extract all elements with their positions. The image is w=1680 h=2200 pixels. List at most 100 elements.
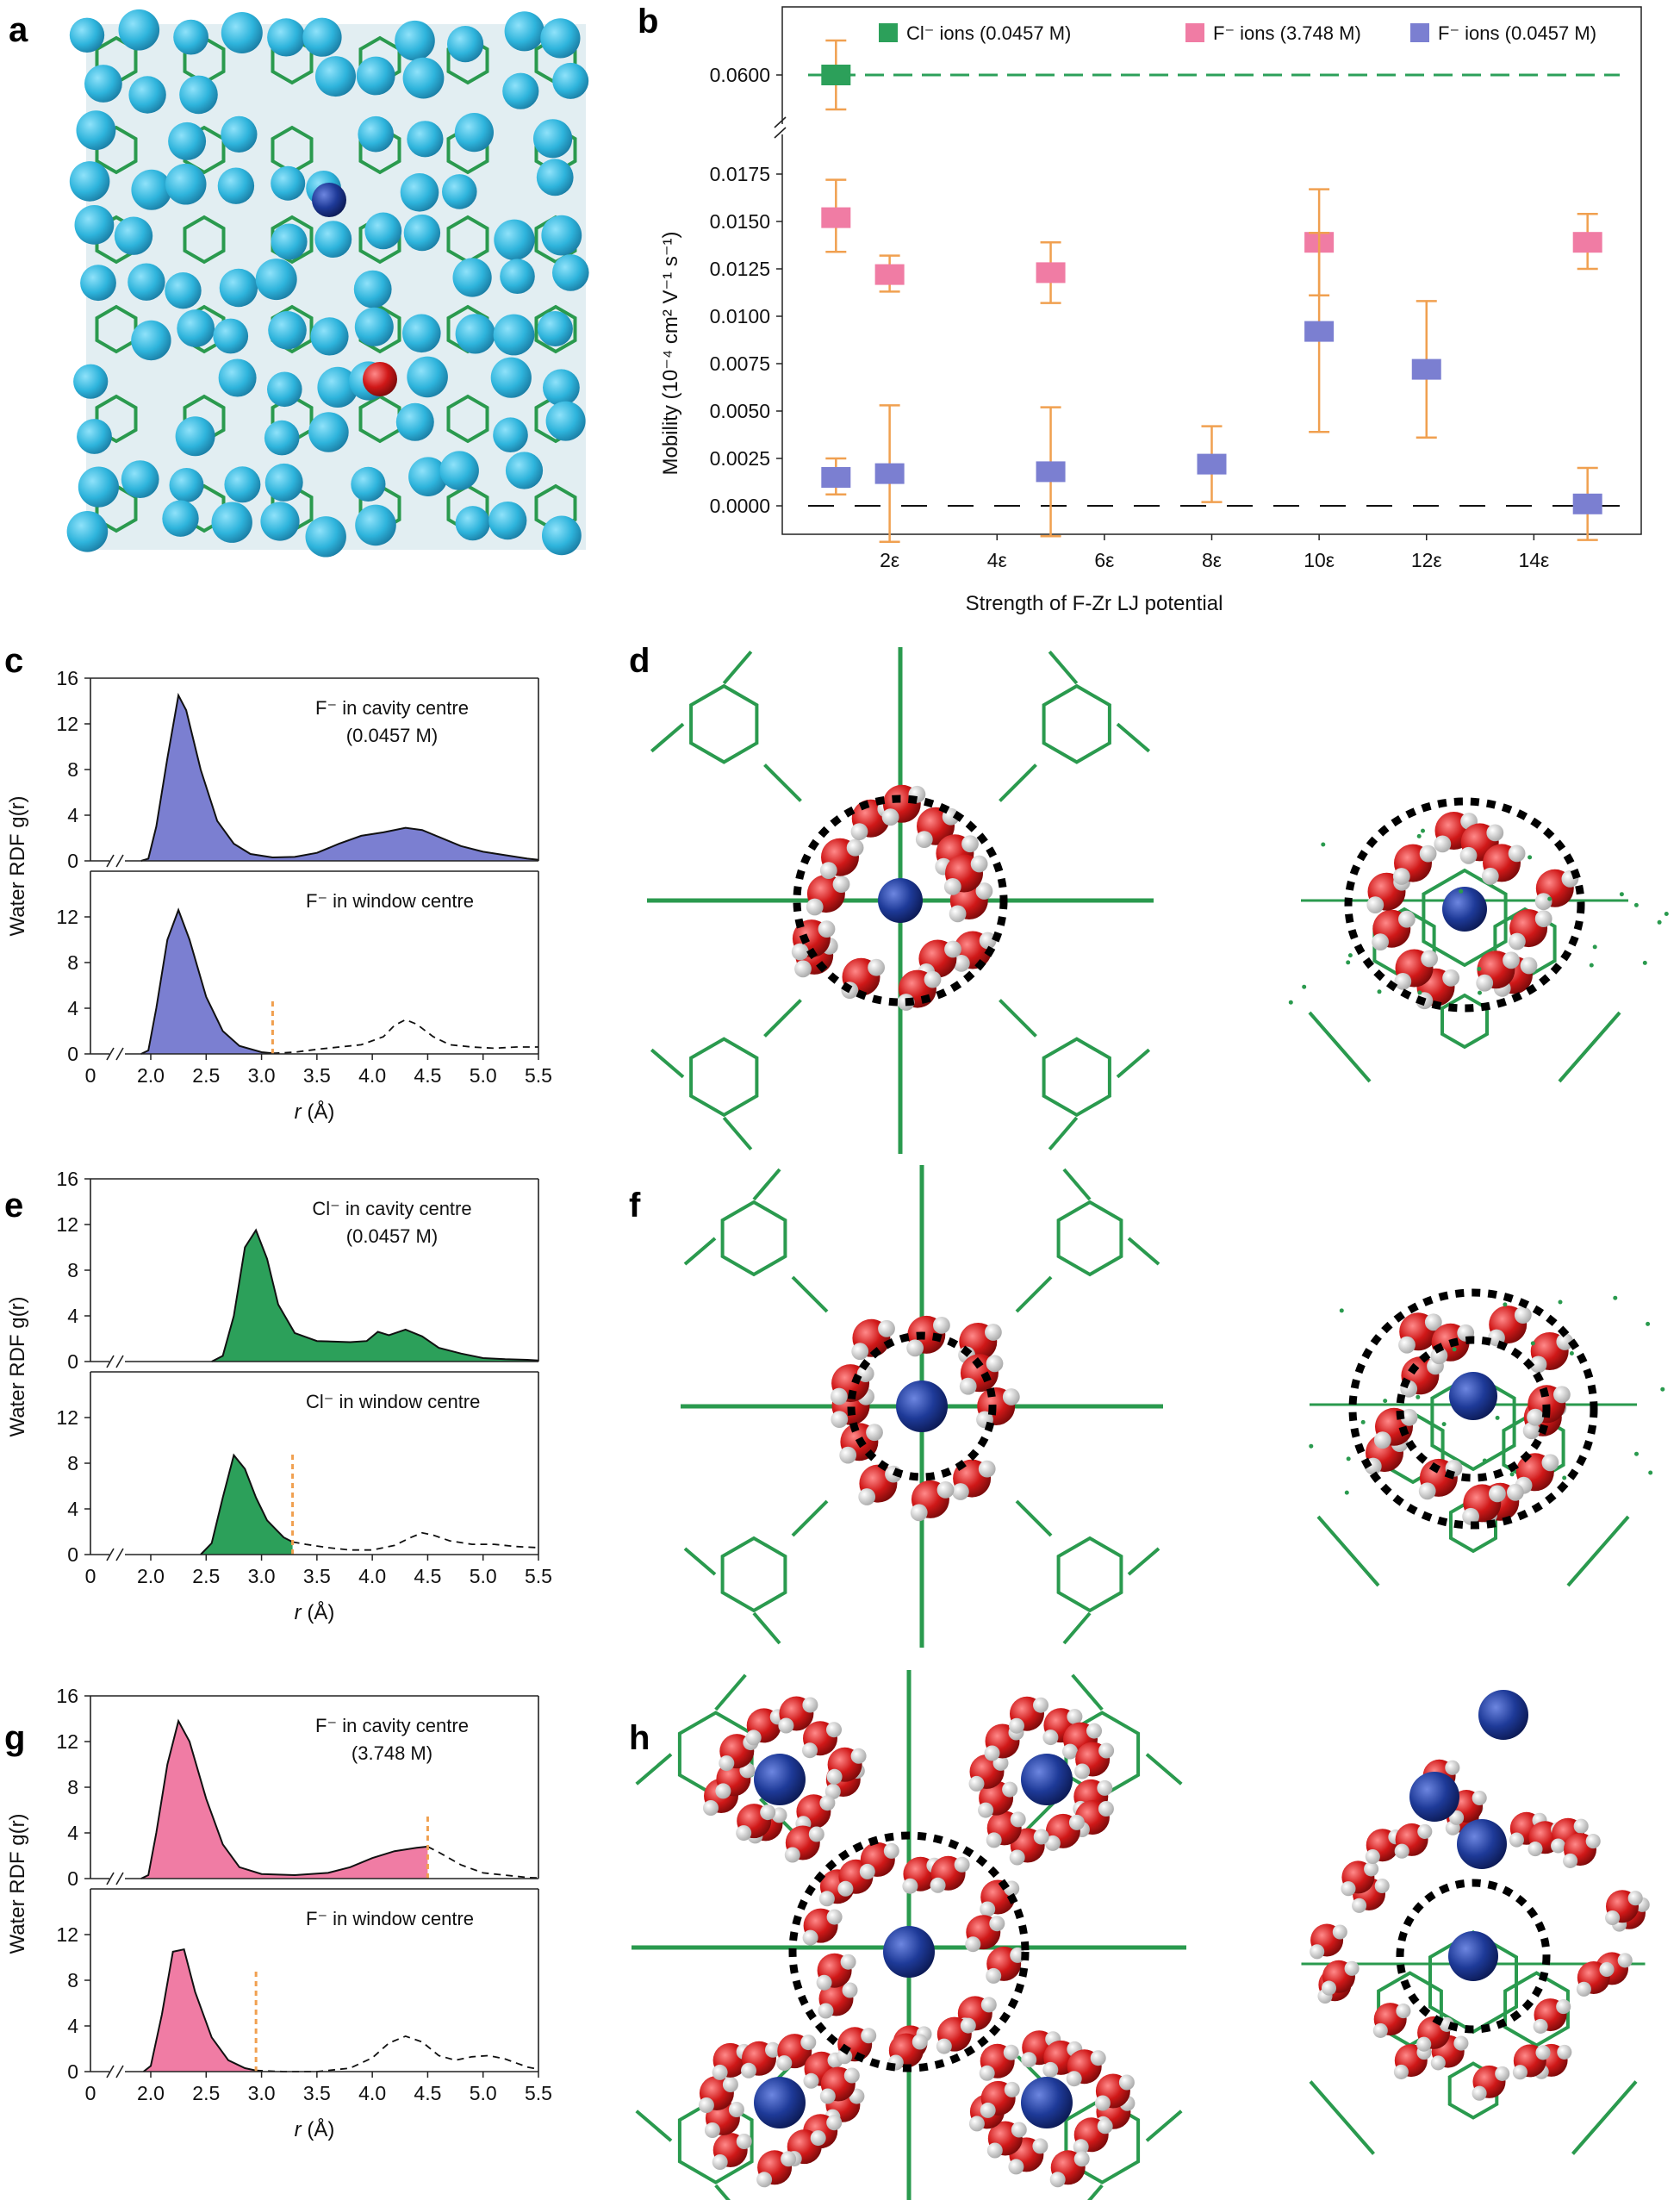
water-hydrogen-atom xyxy=(840,1954,856,1970)
framework-atom-dot xyxy=(1664,912,1669,916)
rdf-curve-solid xyxy=(140,692,539,862)
x-tick-label: 5.5 xyxy=(525,1064,552,1087)
water-hydrogen-atom xyxy=(712,2064,728,2080)
water-molecule-sphere xyxy=(267,371,302,408)
y-tick-label: 0.0025 xyxy=(710,447,770,470)
y-tick-label: 4 xyxy=(67,2015,78,2037)
water-molecule-sphere xyxy=(114,216,153,255)
water-hydrogen-atom xyxy=(842,1982,858,1998)
x-tick-label: 10ε xyxy=(1304,549,1335,571)
water-hydrogen-atom xyxy=(1374,1878,1390,1894)
framework-linker xyxy=(95,304,138,354)
rdf-curve-solid xyxy=(211,1228,539,1362)
data-point xyxy=(874,264,905,285)
rdf-filled-peak xyxy=(140,910,273,1054)
y-tick-label: 4 xyxy=(67,1822,78,1844)
framework-linker xyxy=(358,394,401,444)
water-hydrogen-atom xyxy=(850,823,868,840)
water-molecule-sphere xyxy=(315,56,356,97)
water-hydrogen-atom xyxy=(819,1795,836,1811)
water-hydrogen-atom xyxy=(1032,2138,1048,2154)
water-hydrogen-atom xyxy=(1011,2122,1027,2138)
rdf-curve-solid xyxy=(140,907,273,1055)
framework-linker xyxy=(1116,722,1151,753)
x-tick-label: 8ε xyxy=(1202,549,1222,571)
water-hydrogen-atom xyxy=(933,1317,950,1334)
x-tick-label: 5.0 xyxy=(470,1064,497,1087)
x-axis-break-mark xyxy=(115,1047,124,1061)
water-hydrogen-atom xyxy=(826,1768,843,1785)
framework-atom-dot xyxy=(1347,953,1353,958)
fluoride-ion xyxy=(1448,1931,1498,1981)
framework-linker xyxy=(635,2110,673,2142)
water-molecule-sphere xyxy=(442,174,477,209)
water-hydrogen-atom xyxy=(1520,957,1538,975)
water-molecule-sphere xyxy=(400,173,439,212)
water-hydrogen-atom xyxy=(1418,1482,1436,1500)
water-molecule-sphere xyxy=(131,320,171,361)
water-molecule-sphere xyxy=(500,259,535,295)
framework-linker xyxy=(1062,1168,1092,1201)
water-molecule-sphere xyxy=(168,122,207,160)
water-hydrogen-atom xyxy=(837,1880,854,1897)
y-tick-label: 0 xyxy=(67,2060,78,2083)
water-hydrogen-atom xyxy=(1365,1848,1380,1865)
framework-atom-dot xyxy=(1416,833,1422,838)
water-hydrogen-atom xyxy=(965,1936,981,1953)
y-tick-label: 8 xyxy=(67,1776,78,1798)
framework-atom-dot xyxy=(1339,1308,1344,1313)
water-hydrogen-atom xyxy=(1556,1333,1574,1350)
framework-atom-dot xyxy=(1589,963,1594,968)
water-hydrogen-atom xyxy=(986,2142,1003,2159)
x-axis-break-mark xyxy=(106,1047,115,1061)
fluoride-ion xyxy=(1478,1690,1528,1740)
water-molecule-sphere xyxy=(407,356,448,398)
framework-linker xyxy=(1566,1515,1630,1587)
water-hydrogen-atom xyxy=(1073,2139,1089,2155)
framework-atom-dot xyxy=(1619,892,1624,897)
x-tick-label: 2ε xyxy=(880,549,899,571)
water-hydrogen-atom xyxy=(980,1997,997,2013)
water-hydrogen-atom xyxy=(831,1387,848,1405)
y-axis-break-gap xyxy=(775,124,789,134)
rdf-annotation: F⁻ in cavity centre xyxy=(315,1715,469,1736)
water-hydrogen-atom xyxy=(1416,2036,1432,2052)
water-hydrogen-atom xyxy=(989,1916,1005,1932)
water-hydrogen-atom xyxy=(1044,1835,1061,1851)
water-hydrogen-atom xyxy=(984,1745,1000,1761)
water-hydrogen-atom xyxy=(1396,2004,1411,2019)
water-hydrogen-atom xyxy=(986,1832,1002,1848)
water-hydrogen-atom xyxy=(1514,1306,1532,1324)
water-hydrogen-atom xyxy=(866,1424,883,1442)
rdf-annotation: (0.0457 M) xyxy=(346,1225,438,1247)
chloride-ion xyxy=(896,1380,948,1432)
water-hydrogen-atom xyxy=(1533,2018,1548,2034)
water-molecule-sphere xyxy=(175,416,215,457)
water-hydrogen-atom xyxy=(719,1755,735,1772)
framework-linker xyxy=(791,1275,829,1313)
data-point xyxy=(1304,321,1335,342)
framework-atom-dot xyxy=(1528,855,1533,860)
x-tick-label: 4.5 xyxy=(414,1565,441,1587)
rdf-annotation: F⁻ in cavity centre xyxy=(315,697,469,719)
water-hydrogen-atom xyxy=(1341,1881,1356,1897)
y-tick-label: 0.0150 xyxy=(710,210,770,233)
x-tick-label: 4.0 xyxy=(358,1064,386,1087)
x-tick-label: 6ε xyxy=(1094,549,1114,571)
x-tick-label: 3.5 xyxy=(303,1064,331,1087)
water-hydrogen-atom xyxy=(878,1319,895,1337)
water-molecule-sphere xyxy=(80,265,116,302)
water-molecule-sphere xyxy=(217,167,255,204)
water-hydrogen-atom xyxy=(1004,2081,1020,2097)
framework-atom-dot xyxy=(1613,1295,1618,1300)
fluoride-ion xyxy=(754,1754,806,1805)
data-point xyxy=(1572,493,1602,514)
mobility-x-axis-title: Strength of F-Zr LJ potential xyxy=(966,592,1223,615)
water-hydrogen-atom xyxy=(915,831,933,848)
water-hydrogen-atom xyxy=(808,1826,824,1842)
rdf-annotation: (0.0457 M) xyxy=(346,725,438,746)
water-molecule-sphere xyxy=(78,466,119,508)
rdf-chart-cl: 0 4 8 12 16 Cl⁻ in cavity centre (0.0457 M) 0 4 8… xyxy=(6,1168,552,1624)
y-tick-label: 0.0175 xyxy=(710,163,770,185)
